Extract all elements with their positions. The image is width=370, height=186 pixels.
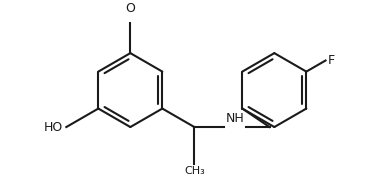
Text: CH₃: CH₃ xyxy=(165,0,185,2)
Text: F: F xyxy=(328,54,335,67)
Text: HO: HO xyxy=(44,121,63,134)
Text: CH₃: CH₃ xyxy=(184,166,205,176)
Text: NH: NH xyxy=(226,112,244,125)
Text: O: O xyxy=(125,2,135,15)
